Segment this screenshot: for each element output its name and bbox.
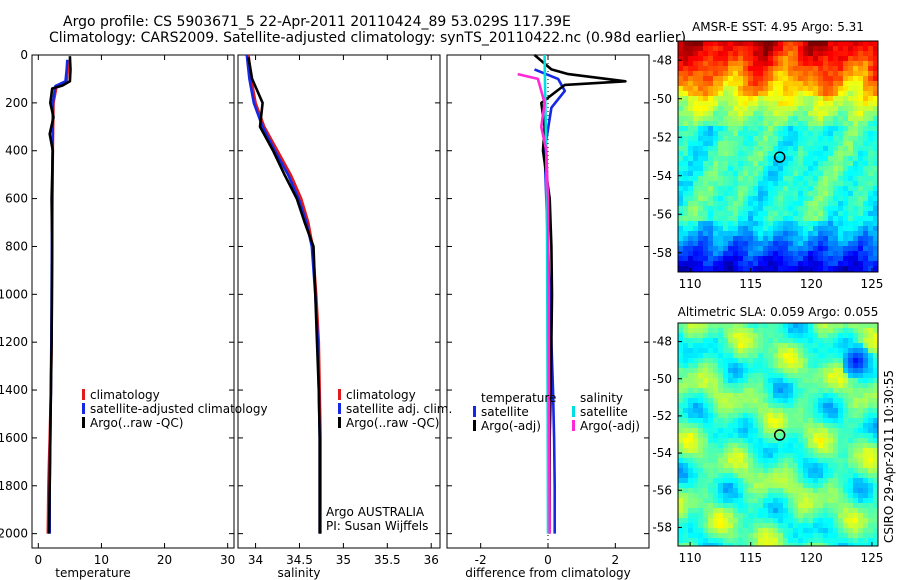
sla_map-color-field xyxy=(678,323,878,546)
temperature-xtick-label: 20 xyxy=(157,553,172,567)
difference-series-magenta xyxy=(517,72,551,534)
sla_map-title: Altimetric SLA: 0.059 Argo: 0.055 xyxy=(678,305,879,319)
depth-tick-label: 400 xyxy=(5,144,28,158)
difference-series-black xyxy=(533,54,627,534)
diff-legend-title: salinity xyxy=(580,391,623,405)
diff-legend-swatch xyxy=(572,420,575,431)
diff-legend-swatch xyxy=(473,420,476,431)
sla_map-xtick-label: 120 xyxy=(800,551,823,565)
depth-tick-label: 2000 xyxy=(0,527,28,541)
sst_map-xtick-label: 125 xyxy=(860,277,883,291)
diff-legend-swatch xyxy=(473,406,476,417)
credit-label: CSIRO 29-Apr-2011 10:30:55 xyxy=(882,370,896,543)
depth-tick-label: 800 xyxy=(5,239,28,253)
sla_map-xtick-label: 125 xyxy=(860,551,883,565)
temperature-xtick-label: 30 xyxy=(220,553,235,567)
diff-legend-label: Argo(-adj) xyxy=(481,419,541,433)
salinity-legend-swatch xyxy=(338,389,341,400)
argo-annotation: PI: Susan Wijffels xyxy=(326,519,428,533)
sla_map-xtick-label: 115 xyxy=(739,551,762,565)
sla-map-panel: Altimetric SLA: 0.059 Argo: 0.055 110 115 1… xyxy=(652,305,883,565)
difference-xlabel: difference from climatology xyxy=(465,566,631,580)
diff-legend-label: Argo(-adj) xyxy=(580,419,640,433)
depth-tick-label: 600 xyxy=(5,192,28,206)
sla_map-frame xyxy=(677,322,879,547)
sla_map-ytick-label: -52 xyxy=(652,409,672,423)
depth-tick-label: 1400 xyxy=(0,383,28,397)
diff-legend-title: temperature xyxy=(481,391,556,405)
temperature-legend-swatch xyxy=(82,417,85,428)
sla_map-ytick-label: -50 xyxy=(652,372,672,386)
depth-tick-label: 1600 xyxy=(0,431,28,445)
salinity-xtick-label: 35 xyxy=(336,553,351,567)
depth-tick-label: 0 xyxy=(20,48,28,62)
temperature-legend-label: climatology xyxy=(90,388,160,402)
salinity-legend-swatch xyxy=(338,417,341,428)
diff-legend-label: satellite xyxy=(580,405,628,419)
diff-legend-label: satellite xyxy=(481,405,529,419)
sst_map-color-field xyxy=(678,41,878,272)
sla_map-float-marker xyxy=(773,429,786,441)
argo-annotation: Argo AUSTRALIA xyxy=(326,505,425,519)
salinity-legend-swatch xyxy=(338,403,341,414)
temperature-legend-label: satellite-adjusted climatology xyxy=(90,402,268,416)
temperature-legend-label: Argo(..raw -QC) xyxy=(90,416,183,430)
temperature-xlabel: temperature xyxy=(55,566,130,580)
temperature-series-black xyxy=(47,56,72,534)
sst_map-frame xyxy=(677,40,879,273)
salinity-xtick-label: 36 xyxy=(424,553,439,567)
salinity-legend-label: satellite adj. clim. xyxy=(346,402,452,416)
salinity-xtick-label: 34.5 xyxy=(286,553,313,567)
temperature-xtick-label: 10 xyxy=(94,553,109,567)
title-line-1: Argo profile: CS 5903671_5 22-Apr-2011 2… xyxy=(63,14,571,30)
depth-tick-label: 1800 xyxy=(0,479,28,493)
depth-tick-label: 1200 xyxy=(0,335,28,349)
salinity-xtick-label: 35.5 xyxy=(374,553,401,567)
salinity-series-black xyxy=(247,57,322,534)
temperature-legend-swatch xyxy=(82,403,85,414)
sst_map-xtick-label: 115 xyxy=(739,277,762,291)
salinity-series-blue xyxy=(245,54,322,534)
sst_map-float-marker xyxy=(773,151,786,163)
salinity-xtick-label: 34 xyxy=(248,553,263,567)
sla_map-ytick-label: -56 xyxy=(652,483,672,497)
temperature-axes-frame xyxy=(31,54,235,549)
diff-legend-swatch xyxy=(572,406,575,417)
sla_map-ytick-label: -54 xyxy=(652,446,672,460)
sst-map-panel: AMSR-E SST: 4.95 Argo: 5.31 110 115 120 125 -… xyxy=(652,20,883,291)
salinity-xlabel: salinity xyxy=(277,566,320,580)
salinity-legend-label: Argo(..raw -QC) xyxy=(346,416,439,430)
temperature-legend-swatch xyxy=(82,389,85,400)
depth-tick-label: 1000 xyxy=(0,287,28,301)
depth-tick-label: 200 xyxy=(5,96,28,110)
sla_map-ytick-label: -48 xyxy=(652,335,672,349)
salinity-legend-label: climatology xyxy=(346,388,416,402)
sst_map-ytick-label: -48 xyxy=(652,53,672,67)
sla_map-ytick-label: -58 xyxy=(652,520,672,534)
temperature-xtick-label: 0 xyxy=(34,553,42,567)
sst_map-title: AMSR-E SST: 4.95 Argo: 5.31 xyxy=(692,20,864,34)
difference-xtick-label: 0 xyxy=(544,553,552,567)
temperature-panel: 0 10 20 30 0 200 400 600 800 1000 1200 1400 1600 1800… xyxy=(0,48,268,580)
sst_map-xtick-label: 120 xyxy=(800,277,823,291)
salinity-axes-frame xyxy=(237,54,441,549)
sst_map-ytick-label: -52 xyxy=(652,130,672,144)
difference-xtick-label: -2 xyxy=(475,553,487,567)
sst_map-xtick-label: 110 xyxy=(679,277,702,291)
title-line-2: Climatology: CARS2009. Satellite-adjuste… xyxy=(49,30,686,46)
sst_map-ytick-label: -50 xyxy=(652,92,672,106)
sla_map-xtick-label: 110 xyxy=(679,551,702,565)
sst_map-ytick-label: -58 xyxy=(652,246,672,260)
sst_map-ytick-label: -56 xyxy=(652,207,672,221)
difference-xtick-label: 2 xyxy=(612,553,620,567)
salinity-panel: 34 34.5 35 35.5 36 salinity climatologysatelli… xyxy=(237,54,452,580)
sst_map-ytick-label: -54 xyxy=(652,169,672,183)
